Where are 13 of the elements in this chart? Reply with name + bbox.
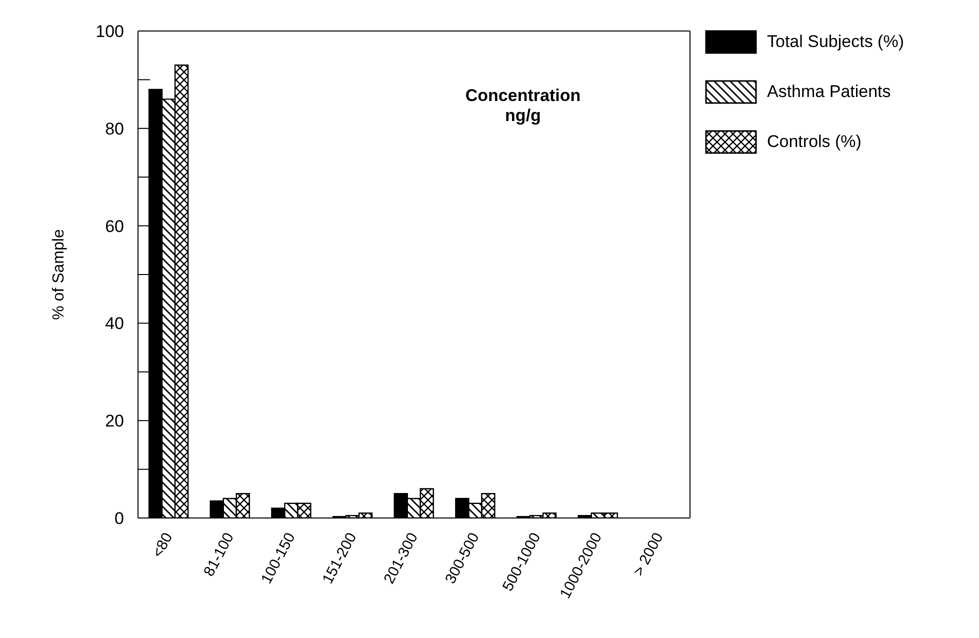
y-tick-label: 60 <box>105 216 124 236</box>
y-tick-label: 20 <box>105 412 124 431</box>
y-tick-label: 0 <box>114 509 124 528</box>
legend-label: Controls (%) <box>767 132 862 152</box>
y-tick-label: 100 <box>96 22 124 42</box>
legend-label: Total Subjects (%) <box>767 32 904 52</box>
y-axis-title: % of Sample <box>50 229 68 320</box>
x-tick-label: <80 <box>149 530 176 560</box>
y-tick-label: 80 <box>105 119 124 138</box>
x-tick-label: > 2000 <box>630 530 667 579</box>
legend-label: Asthma Patients <box>767 82 891 102</box>
annotation: Concentration ng/g <box>464 86 582 126</box>
y-tick-label: 40 <box>105 314 124 334</box>
